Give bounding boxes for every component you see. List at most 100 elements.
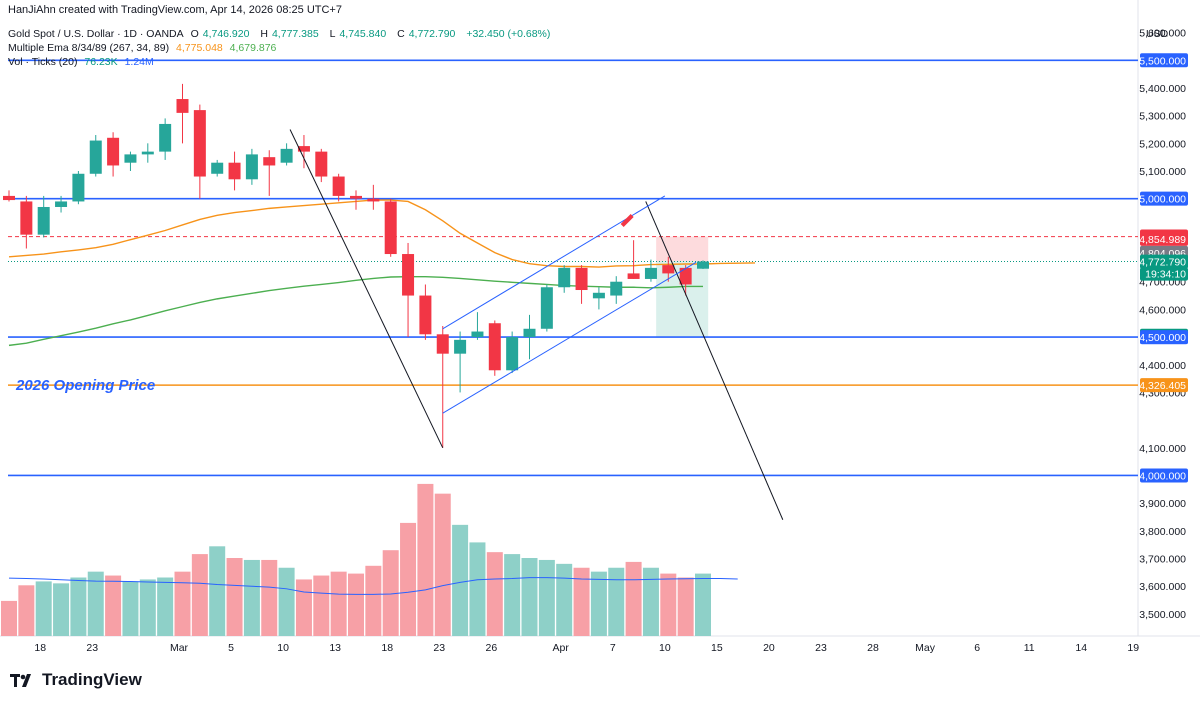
candle-body [228,162,241,180]
volume-bar [434,493,451,636]
candle-body [592,292,605,299]
volume-ma-line [8,577,738,595]
candle-body [297,146,310,152]
tradingview-logo-icon [10,674,31,687]
volume-bar [87,571,104,636]
candle-body [367,198,380,202]
candle-body [471,331,484,338]
y-tick-label: 5,100.000 [1139,166,1186,178]
candle-body [280,148,293,163]
annotation-text: 2026 Opening Price [15,377,155,394]
candle-body [558,267,571,288]
price-tag: 4,854.989 [1139,234,1186,246]
level-tag: 4,326.405 [1139,380,1186,392]
currency-label[interactable]: USD [1146,28,1169,40]
x-tick-label: 23 [86,642,98,654]
open-value: 4,746.920 [202,28,250,40]
level-tag-bg [1140,53,1188,68]
volume-bar [18,585,35,636]
candle-body [141,151,154,155]
volume-ma-value: 1.24M [124,56,154,68]
candle-body [350,195,362,199]
volume-legend: Vol · Ticks (20) 76.23K 1.24M [8,56,158,68]
candle-body [332,176,345,196]
candle-body [159,123,172,152]
volume-value: 76.23K [84,56,118,68]
candle-body [263,157,276,166]
volume-bar [486,552,503,636]
x-tick-label: 14 [1075,642,1087,654]
candle-body [644,267,657,279]
volume-bar [53,583,70,636]
x-tick-label: 19 [1127,642,1139,654]
y-tick-label: 3,900.000 [1139,498,1186,510]
volume-bar [556,563,573,636]
candle-body [610,281,623,296]
volume-bar [157,577,174,636]
x-tick-label: 15 [711,642,723,654]
price-tag-bg [1140,254,1188,269]
y-tick-label: 3,800.000 [1139,526,1186,538]
level-tag-bg [1140,468,1188,483]
volume-bar [348,573,364,636]
volume-bar [278,567,295,636]
candle-body [540,287,553,329]
level-tag-4500-bg [1140,330,1188,345]
close-value: 4,772.790 [408,28,456,40]
x-tick-label: 23 [433,642,445,654]
y-tick-label: 5,600.000 [1139,28,1186,40]
candle-body [679,267,692,285]
volume-bar [174,571,191,636]
candle-body [575,267,588,291]
volume-bar [608,567,625,636]
x-tick-label: 20 [763,642,775,654]
candle-body [107,137,120,166]
volume-bar [382,550,399,636]
level-tag-bg [1140,378,1188,393]
symbol-legend: Gold Spot / U.S. Dollar · 1D · OANDA O 4,… [8,28,551,40]
volume-bar [469,542,486,636]
y-tick-label: 4,400.000 [1139,360,1186,372]
volume-bar [1,600,17,636]
y-tick-label: 5,400.000 [1139,83,1186,95]
y-tick-label: 3,600.000 [1139,581,1186,593]
candle-body [55,201,68,207]
candle-body [20,201,33,235]
ema89-value: 4,679.876 [229,42,277,54]
ema-indicator-name[interactable]: Multiple Ema 8/34/89 (267, 34, 89) [8,42,170,54]
x-tick-label: 28 [867,642,879,654]
stop-zone [656,236,709,262]
volume-bar [313,575,330,636]
volume-bar [295,579,312,636]
x-tick-label: Mar [170,642,189,654]
change-value: +32.450 (+0.68%) [466,28,551,40]
volume-bar [452,524,469,636]
candle-body [662,265,675,274]
volume-bar [642,567,659,636]
x-tick-label: 7 [610,642,616,654]
volume-indicator-name[interactable]: Vol · Ticks (20) [8,56,78,68]
volume-bar [677,577,694,636]
x-tick-label: 23 [815,642,827,654]
price-tag: 4,772.790 [1139,257,1186,269]
y-tick-label: 3,700.000 [1139,554,1186,566]
volume-bar [226,558,243,636]
tradingview-logo[interactable]: TradingView [10,670,142,690]
countdown-label: 19:34:10 [1145,269,1186,281]
x-tick-label: May [915,642,936,654]
y-tick-label: 4,100.000 [1139,443,1186,455]
volume-bar [504,554,521,636]
price-tag-bg [1140,231,1188,246]
y-tick-label: 3,500.000 [1139,609,1186,621]
volume-bar [590,571,607,636]
level-tag: 5,000.000 [1139,194,1186,206]
volume-bar [400,522,417,636]
x-tick-label: 18 [381,642,393,654]
level-tag: 5,500.000 [1139,55,1186,67]
candle-body [488,323,501,371]
volume-bar [330,571,347,636]
symbol-name[interactable]: Gold Spot / U.S. Dollar · 1D · OANDA [8,28,184,40]
candle-body [419,295,432,335]
x-tick-label: 18 [34,642,46,654]
